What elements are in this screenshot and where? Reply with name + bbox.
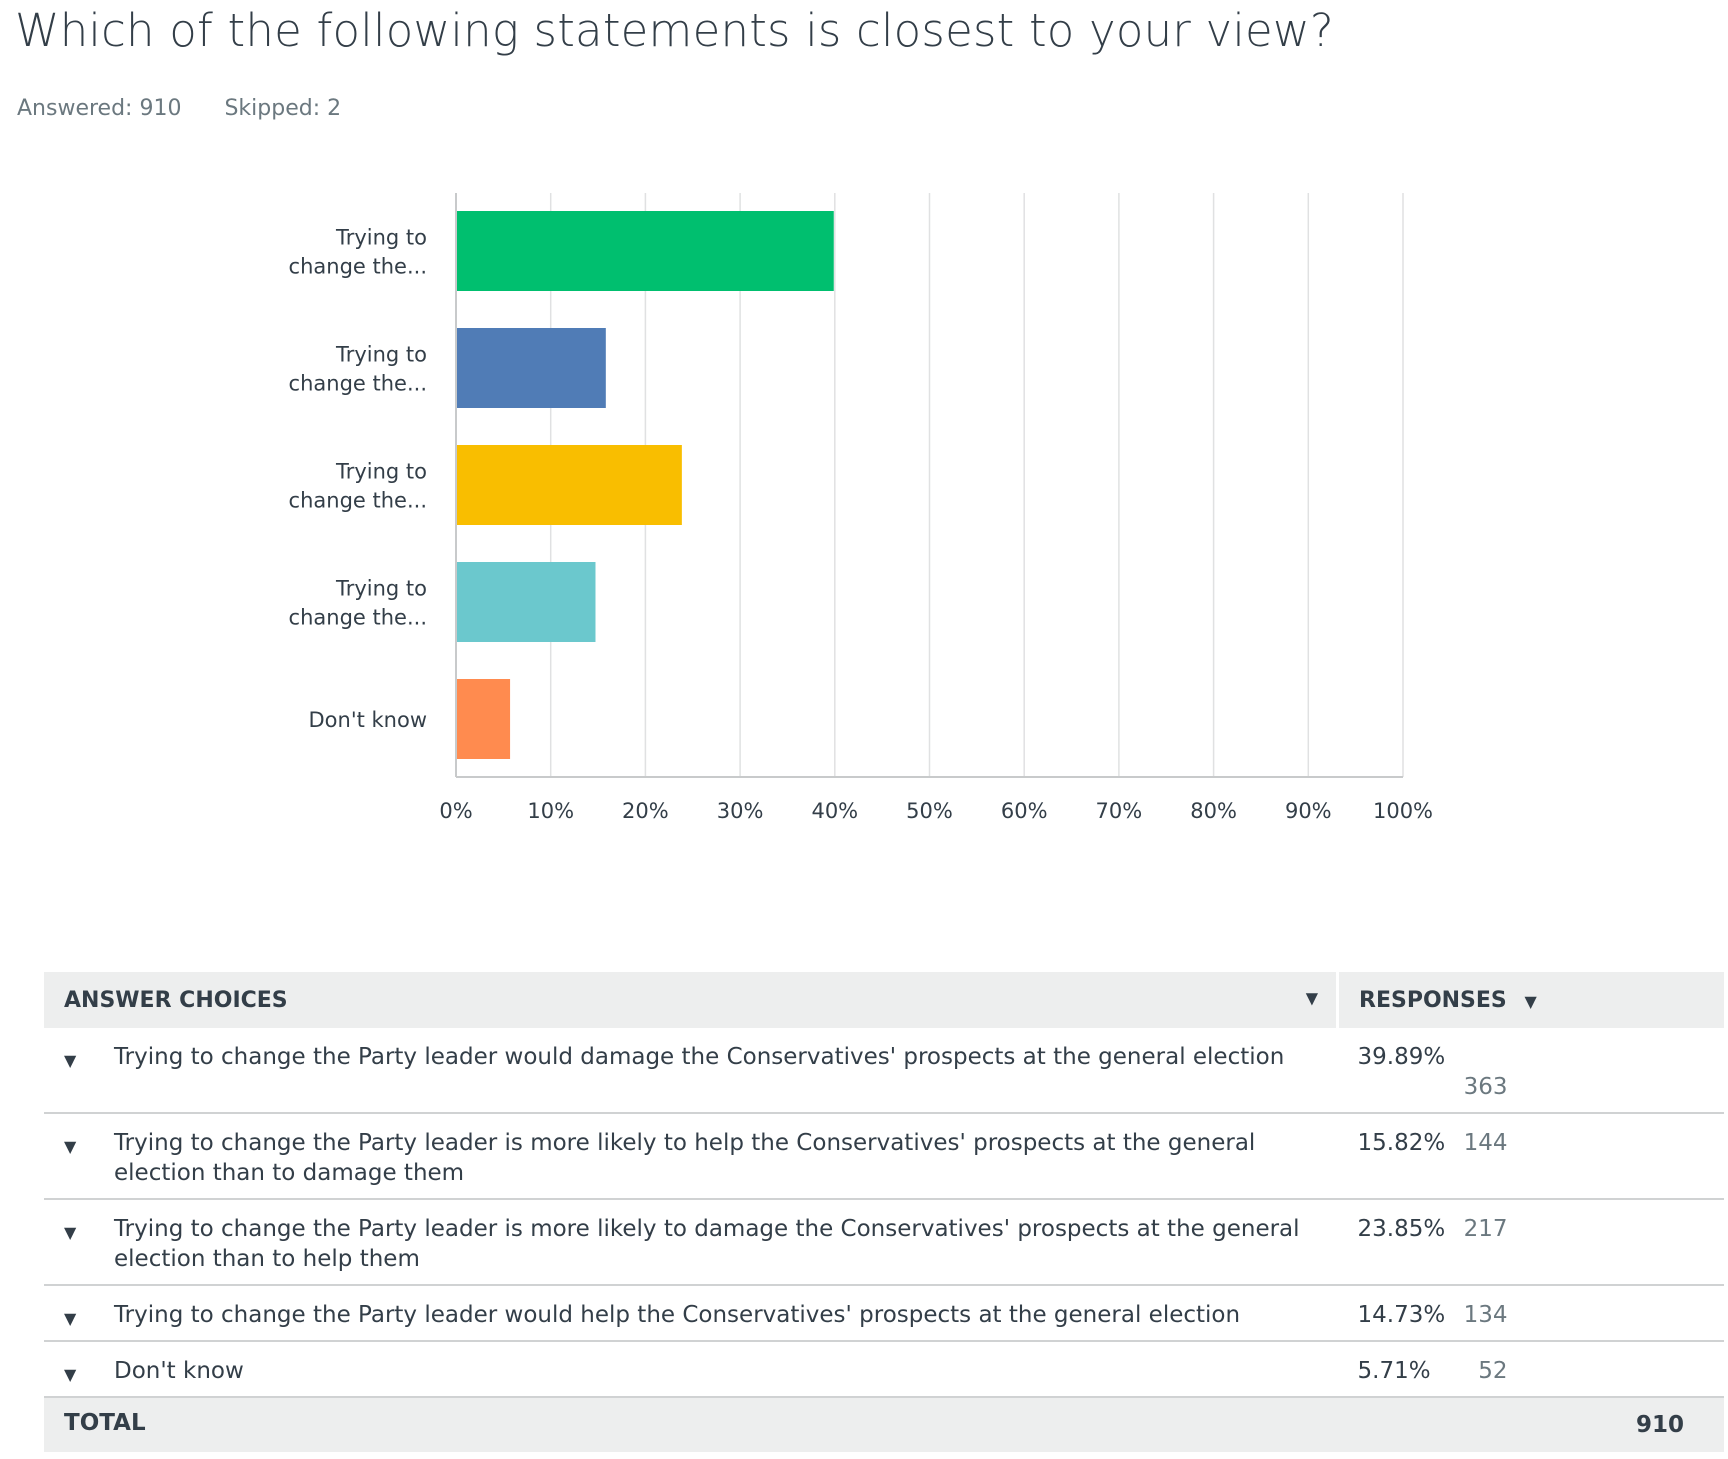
x-tick-label: 10%	[527, 799, 574, 823]
response-count: 363	[1463, 1074, 1508, 1100]
response-count: 217	[1463, 1216, 1508, 1242]
responses-header[interactable]: RESPONSES ▼	[1337, 972, 1724, 1028]
category-label: Trying to	[335, 226, 427, 250]
choice-text: Trying to change the Party leader is mor…	[114, 1130, 1256, 1186]
x-tick-label: 80%	[1190, 799, 1237, 823]
total-value: 910	[1337, 1397, 1724, 1452]
bar-chart: 0% 10% 20% 30% 40% 50% 60% 70% 80% 90% 100% Trying …	[289, 193, 1433, 823]
x-tick-label: 70%	[1096, 799, 1143, 823]
bar	[457, 445, 682, 525]
caret-down-icon[interactable]: ▼	[64, 1365, 77, 1384]
response-cell: 14.73% 134	[1337, 1285, 1724, 1342]
response-cell: 39.89% 363	[1337, 1028, 1724, 1114]
choice-text: Trying to change the Party leader would …	[114, 1302, 1241, 1328]
x-tick-label: 100%	[1373, 799, 1433, 823]
caret-down-icon[interactable]: ▼	[64, 1137, 77, 1156]
response-cell: 23.85% 217	[1337, 1199, 1724, 1286]
responses-header-label: RESPONSES	[1359, 987, 1507, 1013]
table-row: ▼ Don't know 5.71% 52	[44, 1341, 1724, 1398]
response-percent: 39.89%	[1357, 1044, 1446, 1070]
response-percent: 23.85%	[1357, 1216, 1446, 1242]
caret-down-icon[interactable]: ▼	[1524, 991, 1537, 1011]
category-label: change the...	[289, 489, 427, 513]
category-label: change the...	[289, 372, 427, 396]
table-row: ▼ Trying to change the Party leader is m…	[44, 1113, 1724, 1200]
caret-down-icon[interactable]: ▼	[64, 1051, 77, 1070]
total-label: TOTAL	[44, 1397, 1338, 1452]
x-tick-label: 90%	[1285, 799, 1332, 823]
x-tick-label: 30%	[717, 799, 764, 823]
response-cell: 15.82% 144	[1337, 1113, 1724, 1200]
x-tick-label: 0%	[439, 799, 472, 823]
choice-cell: ▼ Trying to change the Party leader woul…	[44, 1028, 1338, 1114]
skipped-count: Skipped: 2	[224, 96, 342, 121]
choice-cell: ▼ Trying to change the Party leader is m…	[44, 1199, 1338, 1286]
category-label: Trying to	[335, 577, 427, 601]
response-percent: 14.73%	[1357, 1302, 1446, 1328]
choice-cell: ▼ Don't know	[44, 1341, 1338, 1398]
question-title: Which of the following statements is clo…	[15, 4, 1335, 57]
response-count: 52	[1478, 1358, 1508, 1384]
bar	[457, 211, 834, 291]
x-tick-label: 50%	[906, 799, 953, 823]
choice-cell: ▼ Trying to change the Party leader is m…	[44, 1113, 1338, 1200]
bar	[457, 679, 511, 759]
bar-chart-svg: 0% 10% 20% 30% 40% 50% 60% 70% 80% 90% 100% Trying …	[289, 193, 1433, 823]
response-count: 134	[1463, 1302, 1508, 1328]
response-count: 144	[1463, 1130, 1508, 1156]
response-percent: 5.71%	[1357, 1358, 1431, 1384]
x-tick-label: 60%	[1001, 799, 1048, 823]
response-stats: Answered: 910 Skipped: 2	[17, 96, 377, 121]
caret-down-icon[interactable]: ▼	[1305, 988, 1318, 1008]
answer-choices-table: ANSWER CHOICES ▼ RESPONSES ▼ ▼ Trying to…	[44, 972, 1724, 1452]
x-tick-label: 20%	[622, 799, 669, 823]
category-label: Don't know	[308, 708, 427, 732]
choice-text: Don't know	[114, 1358, 244, 1384]
bar	[457, 328, 606, 408]
table-row: ▼ Trying to change the Party leader woul…	[44, 1028, 1724, 1114]
table-header-row: ANSWER CHOICES ▼ RESPONSES ▼	[44, 972, 1724, 1028]
caret-down-icon[interactable]: ▼	[64, 1223, 77, 1242]
answered-count: Answered: 910	[17, 96, 182, 121]
answer-choices-header-label: ANSWER CHOICES	[64, 987, 288, 1013]
choice-text: Trying to change the Party leader would …	[114, 1044, 1285, 1070]
bar	[457, 562, 596, 642]
category-label: Trying to	[335, 460, 427, 484]
choice-text: Trying to change the Party leader is mor…	[114, 1216, 1300, 1272]
table-row: ▼ Trying to change the Party leader is m…	[44, 1199, 1724, 1286]
caret-down-icon[interactable]: ▼	[64, 1309, 77, 1328]
category-label: Trying to	[335, 343, 427, 367]
category-label: change the...	[289, 606, 427, 630]
choice-cell: ▼ Trying to change the Party leader woul…	[44, 1285, 1338, 1342]
x-tick-label: 40%	[811, 799, 858, 823]
total-row: TOTAL 910	[44, 1397, 1724, 1452]
response-cell: 5.71% 52	[1337, 1341, 1724, 1398]
response-percent: 15.82%	[1357, 1130, 1446, 1156]
answer-choices-header[interactable]: ANSWER CHOICES ▼	[44, 972, 1339, 1028]
table-row: ▼ Trying to change the Party leader woul…	[44, 1285, 1724, 1342]
category-label: change the...	[289, 255, 427, 279]
